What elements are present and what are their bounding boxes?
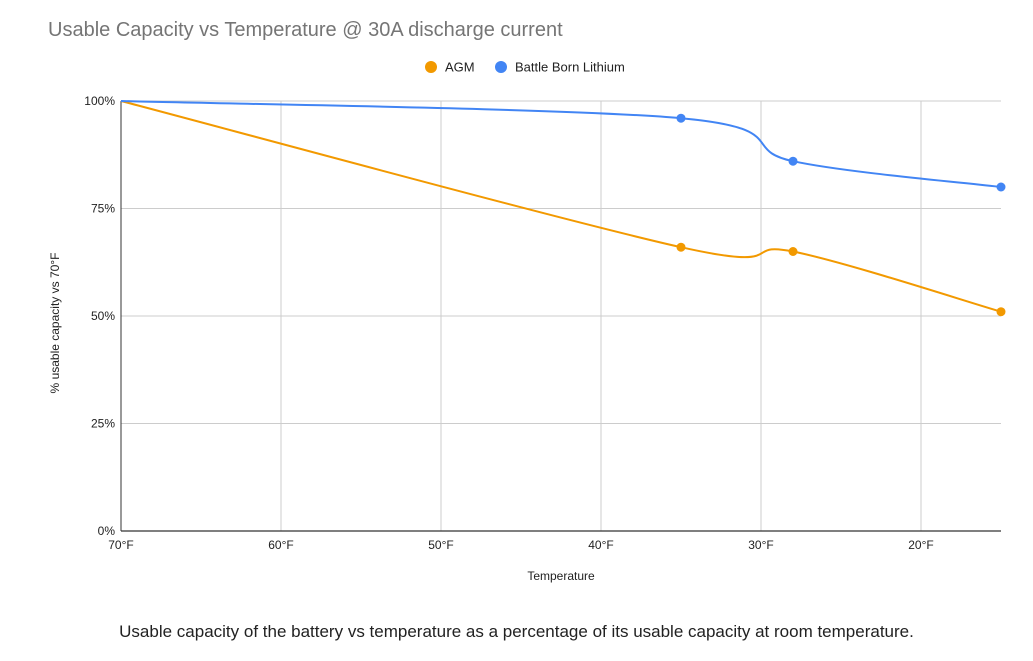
series-layer (120, 100, 1006, 317)
data-point-agm (788, 247, 798, 256)
x-tick-label: 20°F (908, 538, 933, 552)
y-tick-label: 50% (91, 309, 115, 323)
data-point-battle-born-lithium (788, 156, 798, 166)
legend: AGM Battle Born Lithium (425, 60, 625, 75)
x-tick-label: 40°F (588, 538, 613, 552)
x-tick-label: 30°F (748, 538, 773, 552)
chart-title: Usable Capacity vs Temperature @ 30A dis… (48, 19, 563, 41)
legend-label-agm: AGM (445, 60, 475, 75)
axes: 0% 25% 50% 75% 100% 70°F 60°F 50°F 40°F 30°F 20°F (84, 94, 1001, 552)
legend-marker-agm (425, 61, 437, 73)
line-chart: Usable Capacity vs Temperature @ 30A dis… (48, 19, 1006, 583)
data-point-agm (676, 242, 686, 252)
series-line-agm (120, 100, 1002, 313)
figure-caption: Usable capacity of the battery vs temper… (119, 622, 914, 641)
x-tick-label: 60°F (268, 538, 293, 552)
y-tick-label: 100% (84, 94, 115, 108)
y-tick-label: 75% (91, 202, 115, 216)
x-tick-label: 50°F (428, 538, 453, 552)
data-point-battle-born-lithium (996, 182, 1006, 192)
data-point-agm (996, 307, 1006, 317)
data-point-battle-born-lithium (676, 113, 686, 123)
series-line-battle-born-lithium (120, 100, 1002, 188)
y-axis-title: % usable capacity vs 70°F (48, 253, 62, 394)
legend-marker-battle-born-lithium (495, 61, 507, 73)
x-tick-label: 70°F (108, 538, 133, 552)
y-tick-label: 25% (91, 417, 115, 431)
y-tick-label: 0% (98, 524, 116, 538)
grid (121, 100, 1001, 531)
x-axis-title: Temperature (527, 569, 595, 583)
legend-label-battle-born-lithium: Battle Born Lithium (515, 60, 625, 75)
